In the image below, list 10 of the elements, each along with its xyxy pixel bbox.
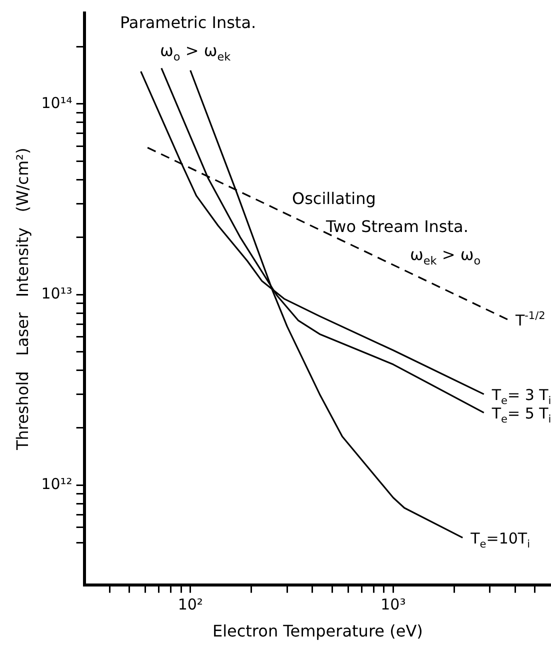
annotation: Two Stream Insta. <box>325 217 468 236</box>
y-tick-label: 10¹³ <box>41 284 72 302</box>
y-tick-label: 10¹² <box>41 475 72 494</box>
x-tick-label: 10³ <box>380 596 406 614</box>
x-tick-label: 10² <box>178 596 203 614</box>
annotation: Oscillating <box>292 189 376 208</box>
annotation: Parametric Insta. <box>120 13 256 32</box>
y-axis-title: Threshold Laser Intensity (W/cm²) <box>12 148 32 452</box>
y-tick-label: 10¹⁴ <box>41 94 72 112</box>
x-axis-title: Electron Temperature (eV) <box>212 622 423 641</box>
